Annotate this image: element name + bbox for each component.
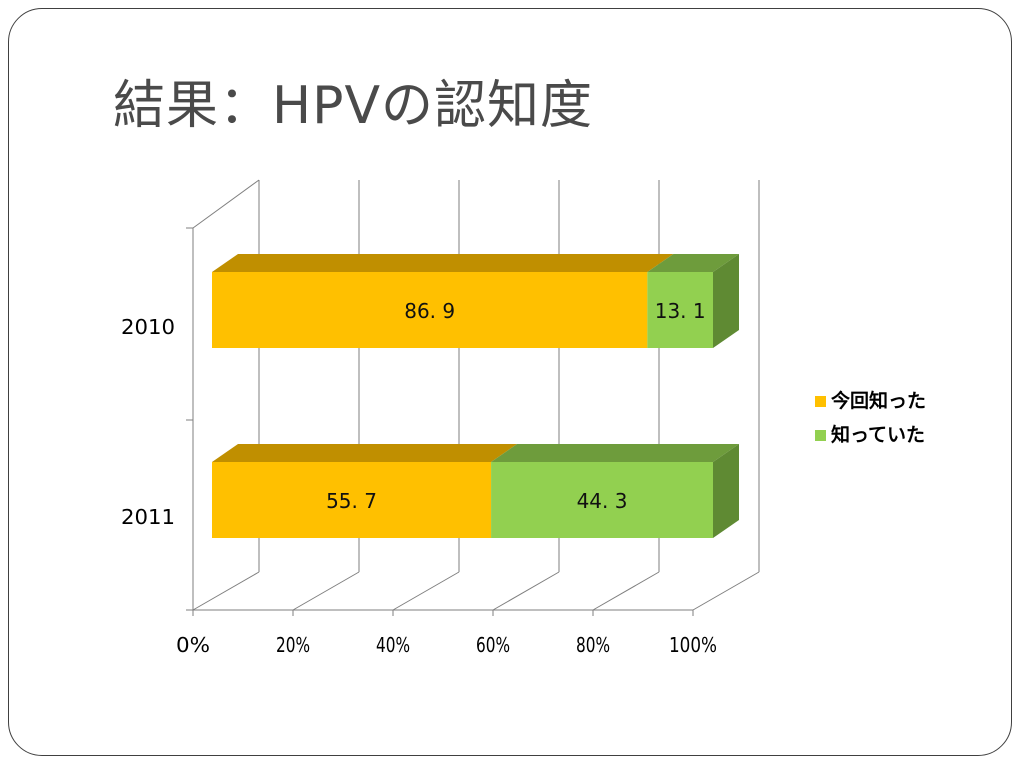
bar-segment — [647, 272, 713, 348]
gridline-floor — [492, 571, 560, 611]
slide-frame — [8, 8, 1012, 756]
gridline-floor — [192, 571, 260, 611]
gridline-floor — [692, 571, 760, 611]
chart-bars — [212, 254, 739, 538]
x-tick-label: 20% — [276, 633, 310, 657]
bar-top-face — [212, 444, 518, 462]
legend-label: 知っていた — [831, 423, 925, 446]
axis-line — [192, 179, 260, 229]
x-tick-label: 0% — [176, 633, 210, 657]
legend-label: 今回知った — [830, 389, 926, 412]
x-tick-label: 100% — [669, 633, 717, 657]
gridline-floor — [592, 571, 660, 611]
legend-swatch — [815, 396, 826, 407]
x-tick-label: 80% — [576, 633, 610, 657]
gridline-floor — [392, 571, 460, 611]
y-tick-label: 2010 — [121, 315, 175, 339]
legend-swatch — [815, 430, 826, 441]
data-label: 13. 1 — [655, 299, 706, 323]
chart-grid — [186, 179, 760, 616]
data-label: 44. 3 — [577, 489, 628, 513]
bar-segment — [491, 462, 713, 538]
bar-top-face — [647, 254, 739, 272]
bar-segment — [212, 462, 492, 538]
bar-top-face — [491, 444, 739, 462]
x-tick-label: 40% — [376, 633, 410, 657]
gridline-floor — [292, 571, 360, 611]
page-title: 結果：HPVの認知度 — [113, 76, 594, 136]
data-label: 86. 9 — [404, 299, 455, 323]
data-label: 55. 7 — [326, 489, 377, 513]
bar-top-face — [212, 254, 674, 272]
y-tick-label: 2011 — [121, 505, 175, 529]
bar-segment — [212, 272, 648, 348]
chart-labels: 0% 20% 40% 60% 80% 100% 86. 9 13. 1 2010 55. 7 44.… — [121, 299, 717, 657]
bar-side-face — [713, 444, 739, 538]
bar-side-face — [713, 254, 739, 348]
x-tick-label: 60% — [476, 633, 510, 657]
